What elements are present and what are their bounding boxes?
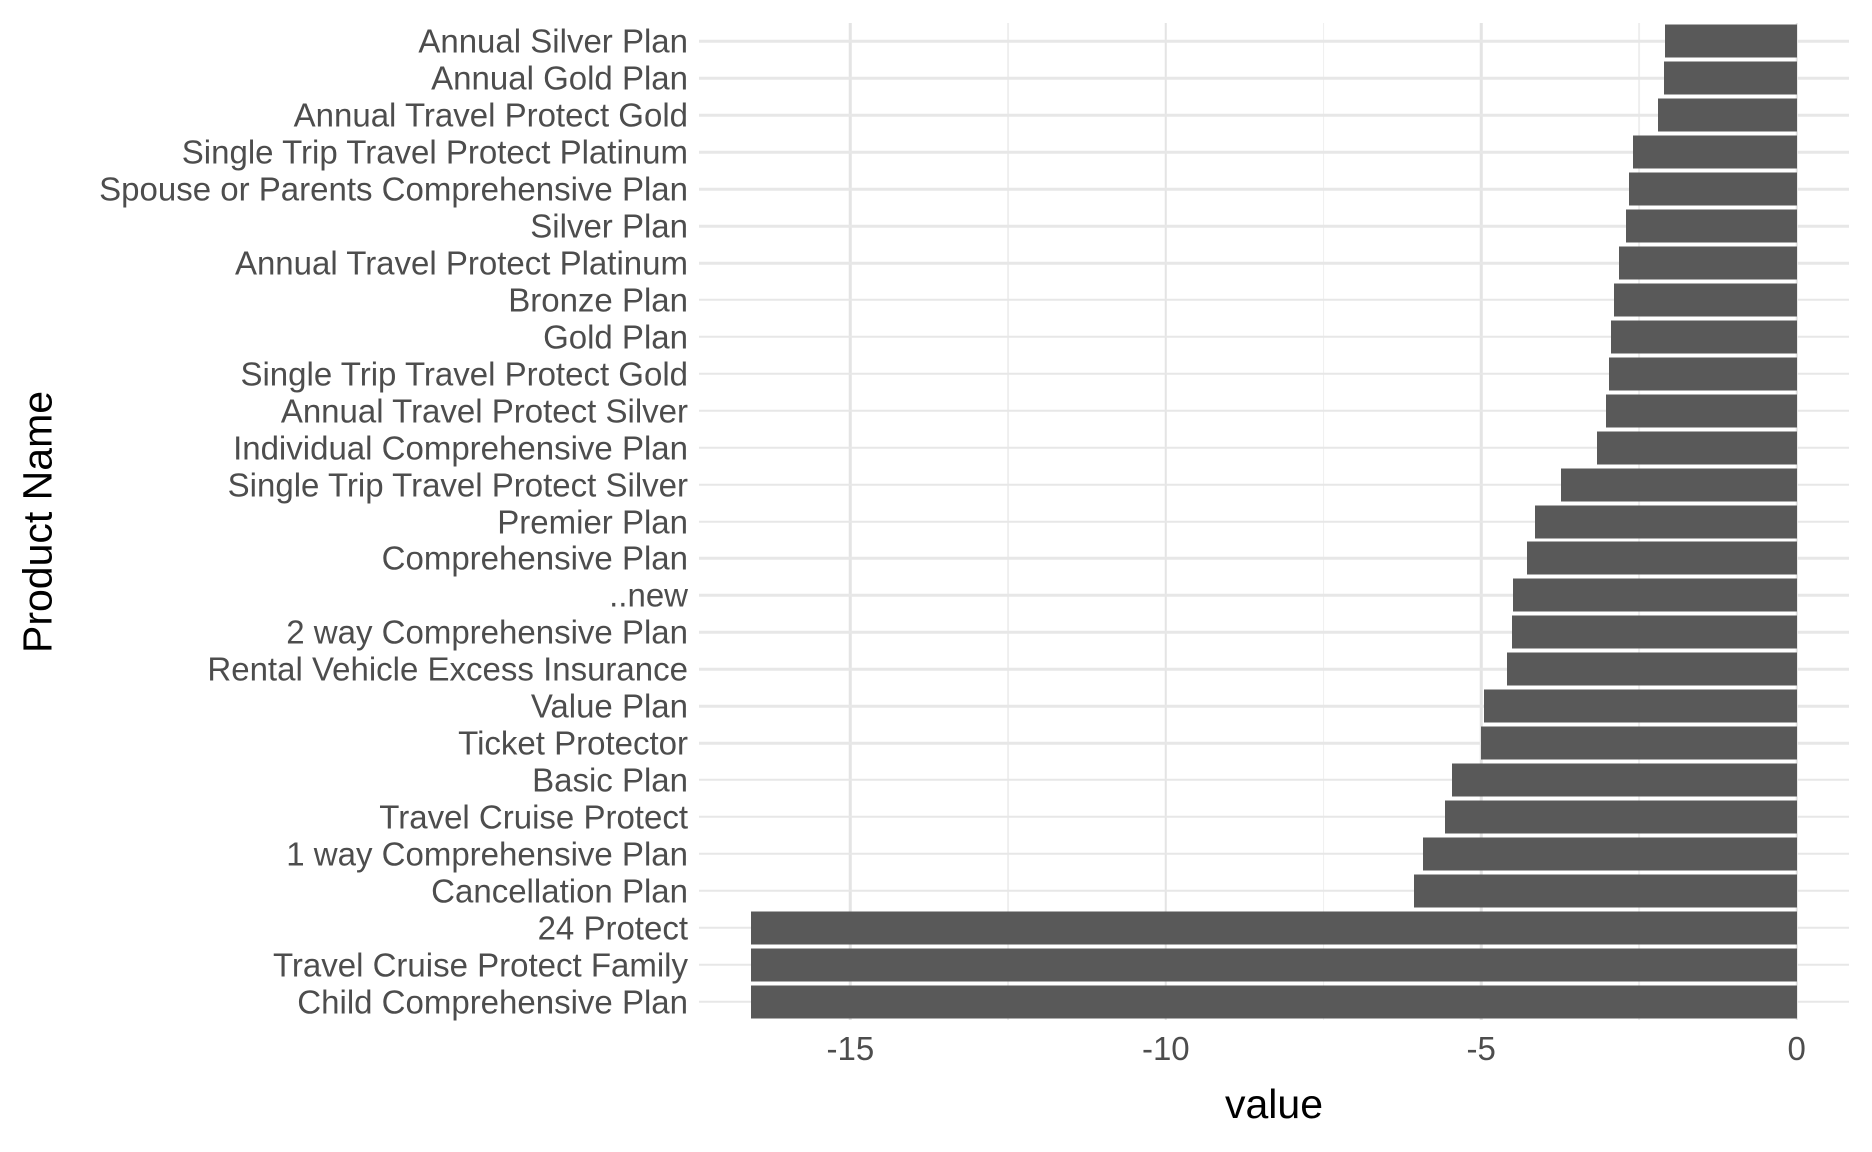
gridline-horizontal [699,409,1849,412]
y-tick-label: Travel Cruise Protect [379,798,688,836]
y-tick-label: Child Comprehensive Plan [297,983,688,1021]
gridline-horizontal [699,335,1849,339]
gridline-horizontal [699,187,1849,191]
x-tick-label: 0 [1787,1030,1806,1067]
gridline-horizontal [699,815,1849,819]
gridline-horizontal [699,40,1849,43]
x-tick-label: -15 [826,1030,875,1067]
bar [1484,689,1797,723]
bar [1613,283,1797,317]
y-axis-labels: Annual Silver Plan Annual Gold Plan Annual… [0,23,688,1020]
bar [1527,541,1797,575]
y-tick-label: Travel Cruise Protect Family [272,946,688,984]
gridline-horizontal [699,594,1849,597]
bar [1626,209,1797,243]
gridline-horizontal [699,150,1849,154]
y-tick-label: Silver Plan [530,207,688,245]
y-tick-label: Annual Gold Plan [431,59,688,97]
gridline-horizontal [699,520,1849,523]
y-tick-label: Single Trip Travel Protect Gold [240,355,688,393]
bar [1597,431,1797,465]
bar [1560,468,1797,502]
x-tick-label: -10 [1141,1030,1190,1067]
bar [1663,61,1797,95]
bar [1619,246,1797,280]
bar [1629,172,1797,206]
y-tick-label: Spouse or Parents Comprehensive Plan [99,170,688,208]
bar [1513,578,1797,612]
gridline-horizontal [699,446,1849,449]
x-axis-title: value [1224,1081,1323,1127]
bar [1512,615,1797,649]
gridline-horizontal [699,889,1849,892]
gridline-horizontal [699,298,1849,302]
y-tick-label: Cancellation Plan [431,872,688,910]
bar [1414,874,1797,908]
y-tick-label: 24 Protect [537,909,688,947]
bar [1609,357,1797,391]
gridline-horizontal [699,667,1849,671]
y-tick-label: 1 way Comprehensive Plan [286,835,688,873]
gridline-horizontal [699,778,1849,782]
gridline-horizontal [699,852,1849,856]
bar [751,948,1797,982]
y-tick-label: Annual Travel Protect Silver [280,392,688,430]
bar [751,911,1797,945]
bar [1606,394,1797,428]
gridline-horizontal [699,557,1849,560]
bar [1632,135,1797,169]
y-tick-label: Single Trip Travel Protect Silver [227,466,688,504]
gridline-horizontal [699,224,1849,228]
y-tick-label: Gold Plan [543,318,688,356]
y-tick-label: Single Trip Travel Protect Platinum [181,133,688,171]
bar [1423,837,1797,871]
y-tick-label: Annual Travel Protect Platinum [234,244,688,282]
y-tick-label: Ticket Protector [458,724,688,762]
gridline-horizontal [699,372,1849,376]
y-tick-label: 2 way Comprehensive Plan [286,613,688,651]
y-tick-label: Rental Vehicle Excess Insurance [207,650,688,688]
bar [1657,98,1797,132]
x-axis-labels: -15 -10 -5 0 [699,1032,1849,1072]
gridline-horizontal [699,631,1849,634]
y-tick-label: ..new [609,576,688,614]
bar [751,985,1797,1019]
y-tick-label: Premier Plan [497,503,688,540]
y-tick-label: Annual Silver Plan [418,22,688,60]
bar [1507,652,1797,686]
y-tick-label: Individual Comprehensive Plan [233,429,688,467]
gridline-horizontal [699,77,1849,80]
y-tick-label: Basic Plan [532,761,688,799]
gridline-horizontal [699,741,1849,745]
gridline-horizontal [699,704,1849,708]
gridline-horizontal [699,483,1849,486]
y-tick-label: Annual Travel Protect Gold [293,96,688,134]
bar [1451,763,1797,797]
bar [1445,800,1797,834]
gridline-horizontal [699,114,1849,117]
plot-panel [699,23,1849,1020]
bar [1481,726,1797,760]
y-tick-label: Bronze Plan [508,281,688,319]
bar [1665,24,1797,58]
bar [1535,505,1797,538]
y-tick-label: Comprehensive Plan [381,539,688,577]
x-tick-label: -5 [1466,1030,1496,1067]
bar [1611,320,1797,354]
gridline-horizontal [699,261,1849,265]
y-tick-label: Value Plan [530,687,688,725]
